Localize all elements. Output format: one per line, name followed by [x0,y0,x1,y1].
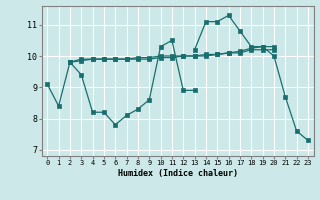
X-axis label: Humidex (Indice chaleur): Humidex (Indice chaleur) [118,169,237,178]
